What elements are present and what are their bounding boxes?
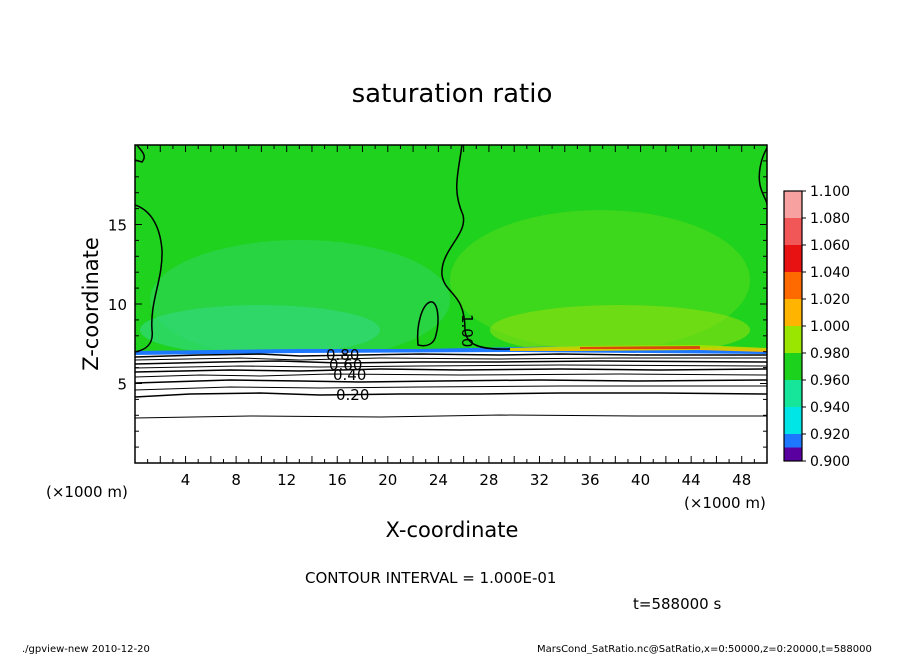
x-tick-label: 44	[682, 471, 701, 489]
colorbar-segment	[784, 272, 802, 299]
colorbar-label: 1.040	[810, 265, 850, 281]
y-axis-unit: (×1000 m)	[46, 483, 128, 501]
contour-label: 0.80	[326, 346, 359, 364]
footer-left: ./gpview-new 2010-12-20	[22, 644, 150, 654]
time-text: t=588000 s	[633, 595, 721, 613]
x-axis: 4 8 12 16 20 24 28 32 36 40 44 48	[147, 145, 755, 489]
x-tick-label: 32	[530, 471, 549, 489]
x-tick-label: 8	[231, 471, 241, 489]
colorbar-label: 0.960	[810, 373, 850, 389]
y-tick-label: 10	[108, 296, 127, 314]
contour-stack-thick	[135, 353, 767, 398]
supersaturation-core	[580, 346, 700, 349]
contour-label: 0.60	[329, 356, 362, 374]
y-tick-label: 15	[108, 217, 127, 235]
colorbar-label: 1.000	[810, 319, 850, 335]
y-axis: 5 10 15	[108, 160, 767, 448]
x-tick-label: 12	[277, 471, 296, 489]
colorbar-segment	[784, 380, 802, 407]
colorbar-segment	[784, 299, 802, 326]
x-tick-label: 36	[580, 471, 599, 489]
plot-area	[135, 145, 767, 463]
colorbar-label: 0.900	[810, 454, 850, 470]
colorbar-segment	[784, 191, 802, 218]
contour-label: 0.40	[333, 366, 366, 384]
colorbar-label: 0.920	[810, 427, 850, 443]
x-tick-label: 48	[732, 471, 751, 489]
colorbar-segment	[784, 353, 802, 380]
x-tick-label: 40	[631, 471, 650, 489]
x-tick-label: 20	[378, 471, 397, 489]
colorbar-segment	[784, 326, 802, 353]
colorbar-label: 1.060	[810, 238, 850, 254]
colorbar-segment	[784, 245, 802, 272]
contour-1.00-topright	[758, 147, 767, 206]
y-axis-title: Z-coordinate	[79, 237, 103, 371]
x-tick-label: 24	[429, 471, 448, 489]
colorbar-segment	[784, 407, 802, 434]
contour-labels: 1.00 0.80 0.60 0.40 0.20	[326, 314, 476, 404]
field-lower	[135, 352, 767, 463]
x-axis-unit: (×1000 m)	[684, 494, 766, 512]
x-tick-label: 16	[328, 471, 347, 489]
colorbar-label: 0.980	[810, 346, 850, 362]
contour-stack-thin	[135, 357, 767, 419]
contour-1.00-loop	[416, 301, 439, 347]
contour-1.00-topleft	[135, 145, 145, 163]
colorbar-label: 0.940	[810, 400, 850, 416]
field-patch	[140, 305, 380, 355]
y-tick-label: 5	[117, 376, 127, 394]
x-tick-label: 4	[181, 471, 191, 489]
colorbar-label: 1.080	[810, 211, 850, 227]
x-axis-title: X-coordinate	[386, 518, 519, 542]
x-tick-label: 28	[479, 471, 498, 489]
contour-label: 0.20	[336, 386, 369, 404]
field-patch	[490, 305, 750, 355]
colorbar-segment	[784, 447, 802, 461]
contour-label: 1.00	[458, 314, 476, 347]
contour-lines	[135, 145, 767, 419]
colorbar-label: 1.100	[810, 184, 850, 200]
contour-1.00-left	[135, 204, 163, 353]
colorbar: 1.100 1.080 1.060 1.040 1.020 1.000 0.980 0.960…	[783, 184, 850, 470]
colorbar-segment	[784, 218, 802, 245]
footer-right: MarsCond_SatRatio.nc@SatRatio,x=0:50000,…	[537, 644, 872, 654]
contour-1.00-mid	[441, 145, 511, 350]
chart-title: saturation ratio	[352, 79, 553, 109]
colorbar-label: 1.020	[810, 292, 850, 308]
contour-interval-text: CONTOUR INTERVAL = 1.000E-01	[305, 569, 556, 587]
